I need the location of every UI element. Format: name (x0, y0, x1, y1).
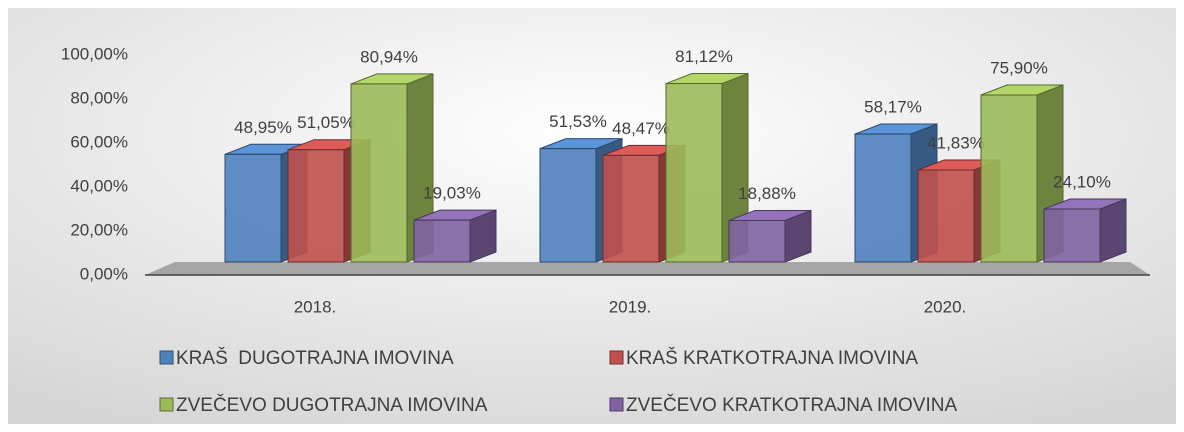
y-tick-label: 60,00% (70, 132, 128, 151)
bar (287, 149, 345, 263)
data-label: 19,03% (423, 184, 481, 203)
data-label: 18,88% (738, 184, 796, 203)
legend-swatch (609, 397, 624, 412)
legend-swatch (159, 350, 174, 365)
legend-label: KRAŠ DUGOTRAJNA IMOVINA (176, 347, 454, 369)
x-tick-label: 2020. (924, 297, 967, 316)
x-tick-label: 2018. (294, 297, 337, 316)
bar (854, 133, 912, 263)
legend-label: ZVEČEVO DUGOTRAJNA IMOVINA (176, 394, 488, 416)
bar (665, 83, 723, 263)
y-tick-label: 40,00% (70, 176, 128, 195)
bar (602, 154, 660, 263)
x-tick-label: 2019. (609, 297, 652, 316)
bar (350, 83, 408, 263)
floor (145, 262, 1150, 275)
data-label: 58,17% (864, 98, 922, 117)
bar (539, 148, 597, 263)
bar (980, 94, 1038, 263)
bar (917, 169, 975, 263)
data-label: 48,47% (612, 119, 670, 138)
legend-swatch (159, 397, 174, 412)
legend-label: ZVEČEVO KRATKOTRAJNA IMOVINA (626, 394, 957, 416)
y-tick-label: 20,00% (70, 220, 128, 239)
bar (224, 153, 282, 263)
data-label: 80,94% (360, 47, 418, 66)
bar (413, 219, 471, 263)
data-label: 51,05% (297, 113, 355, 132)
data-label: 24,10% (1053, 172, 1111, 191)
data-label: 48,95% (234, 118, 292, 137)
bar (728, 219, 786, 263)
legend-label: KRAŠ KRATKOTRAJNA IMOVINA (626, 347, 918, 369)
legend-swatch (609, 350, 624, 365)
y-tick-label: 80,00% (70, 88, 128, 107)
data-label: 81,12% (675, 47, 733, 66)
bar (1043, 208, 1101, 263)
data-label: 51,53% (549, 112, 607, 131)
y-tick-label: 100,00% (61, 44, 128, 63)
bar-side (1099, 198, 1127, 263)
data-label: 75,90% (990, 59, 1048, 78)
y-tick-label: 0,00% (80, 264, 128, 283)
data-label: 41,83% (927, 133, 985, 152)
